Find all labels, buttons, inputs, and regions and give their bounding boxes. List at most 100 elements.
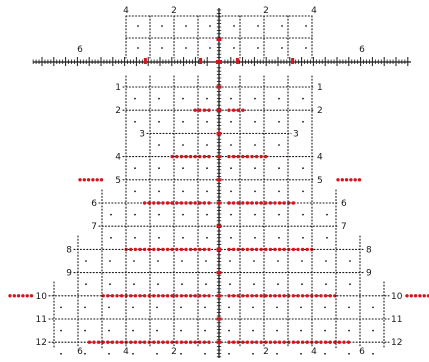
wing-wind-dot: [82, 178, 87, 182]
row-label-right: 4: [317, 153, 323, 163]
wind-dot: [231, 340, 236, 344]
wind-dot: [273, 340, 277, 344]
wing-wind-dot: [21, 294, 25, 298]
wing-wind-dot: [405, 294, 409, 298]
wind-dot: [142, 201, 147, 205]
grid-dot: [230, 236, 232, 239]
horizon-hold-mark: [143, 58, 147, 64]
grid-dot: [181, 260, 183, 262]
row-center-mark: [216, 178, 222, 182]
row-center-mark: [216, 317, 222, 321]
wind-dot: [319, 294, 323, 298]
wind-dot: [193, 340, 197, 344]
wind-dot: [202, 294, 207, 298]
wing-wind-dot: [95, 178, 99, 182]
grid-dot: [324, 306, 326, 309]
wind-dot: [254, 340, 259, 344]
grid-dot: [158, 236, 160, 239]
grid-dot: [182, 120, 184, 123]
wind-dot: [156, 247, 161, 252]
wind-dot: [142, 247, 147, 252]
grid-dot: [137, 25, 139, 27]
grid-dot: [372, 352, 374, 355]
row-center-mark: [216, 271, 222, 275]
grid-dot: [109, 283, 111, 286]
wind-dot: [207, 154, 211, 159]
wind-dot: [133, 340, 138, 344]
row-label-right: 2: [317, 106, 323, 116]
wind-dot: [236, 154, 240, 159]
wind-dot: [236, 340, 240, 344]
wind-dot: [193, 201, 197, 205]
wind-dot: [259, 294, 263, 298]
wind-dot: [138, 247, 142, 252]
grid-dot: [60, 352, 62, 355]
grid-dot: [257, 47, 259, 49]
wind-dot: [342, 340, 346, 344]
wind-dot: [156, 294, 161, 298]
wind-dot: [241, 108, 245, 112]
row-label-left: 7: [91, 222, 97, 232]
grid-dot: [84, 352, 86, 355]
wind-dot: [282, 201, 286, 205]
wind-dot: [273, 294, 277, 298]
wind-dot: [170, 201, 174, 205]
wind-dot: [291, 294, 296, 298]
wind-dot: [129, 247, 133, 252]
wind-dot: [115, 340, 119, 344]
upper-hold-mark: [216, 38, 222, 41]
wind-dot: [250, 294, 254, 298]
wind-dot: [245, 247, 250, 252]
wind-dot: [202, 340, 207, 344]
grid-dot: [84, 306, 86, 309]
wind-dot: [227, 154, 231, 159]
grid-dot: [156, 306, 158, 309]
grid-dot: [372, 329, 374, 332]
wind-dot: [165, 340, 170, 344]
row-label-right: 6: [341, 199, 347, 209]
grid-dot: [209, 47, 211, 49]
grid-dot: [157, 283, 159, 286]
wind-dot: [264, 294, 268, 298]
grid-dot: [254, 213, 256, 216]
grid-dot: [206, 190, 208, 193]
grid-dot: [257, 25, 259, 27]
grid-dot: [302, 120, 304, 123]
wind-dot: [264, 247, 268, 252]
row-label-left: 4: [115, 153, 121, 163]
wind-dot: [133, 247, 138, 252]
grid-dot: [281, 25, 283, 27]
grid-dot: [278, 97, 280, 100]
row-label-left: 1: [115, 83, 121, 93]
grid-dot: [230, 167, 232, 170]
wind-dot: [277, 340, 282, 344]
grid-dot: [108, 329, 110, 332]
bottom-label: 2: [171, 347, 177, 357]
grid-dot: [206, 213, 208, 216]
grid-dot: [204, 306, 206, 309]
wing-wind-dot: [16, 294, 21, 298]
wing-wind-dot: [29, 294, 34, 298]
wind-dot: [106, 340, 110, 344]
grid-dot: [134, 97, 136, 100]
wing-wind-dot: [418, 294, 422, 298]
grid-dot: [157, 260, 159, 262]
grid-dot: [252, 306, 254, 309]
wind-dot: [142, 294, 147, 298]
wind-dot: [277, 247, 282, 252]
row-center-mark: [216, 85, 222, 89]
grid-dot: [132, 352, 134, 355]
grid-dot: [228, 329, 230, 332]
grid-dot: [108, 306, 110, 309]
grid-dot: [60, 329, 62, 332]
wing-wind-dot: [344, 178, 349, 182]
wing-wind-dot: [413, 294, 418, 298]
wind-dot: [319, 340, 323, 344]
bottom-label: 6: [77, 347, 83, 357]
grid-dot: [349, 260, 351, 262]
wind-dot: [170, 154, 174, 159]
grid-dot: [305, 47, 307, 49]
row-label-left: 10: [36, 292, 48, 302]
wind-dot: [198, 247, 202, 252]
